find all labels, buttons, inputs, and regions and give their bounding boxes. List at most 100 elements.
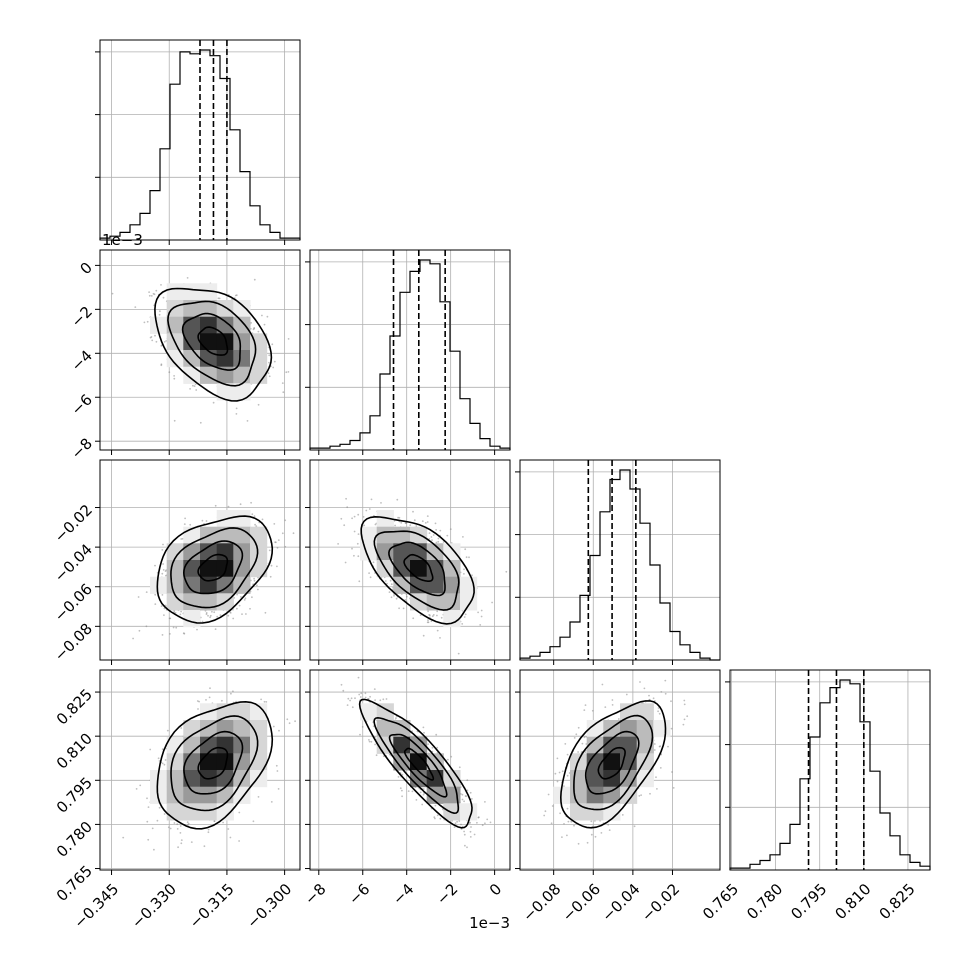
sample-point xyxy=(390,596,393,599)
sample-point xyxy=(415,525,418,527)
sample-point xyxy=(273,360,276,363)
sample-point xyxy=(135,788,138,790)
contour-level-1 xyxy=(388,733,448,798)
sample-point xyxy=(154,564,156,567)
density-cell xyxy=(183,610,201,628)
sample-point xyxy=(177,846,180,849)
sample-point xyxy=(577,751,579,753)
sample-point xyxy=(370,740,373,743)
sample-point xyxy=(176,828,179,830)
sample-point xyxy=(397,776,400,778)
sample-point xyxy=(165,574,167,577)
sample-point xyxy=(229,612,232,614)
sample-point xyxy=(484,822,486,825)
sample-point xyxy=(163,614,165,616)
sample-point xyxy=(350,697,353,700)
sample-point xyxy=(561,770,564,773)
sample-point xyxy=(184,517,187,520)
contour-level-0 xyxy=(197,553,229,582)
contour-level-1 xyxy=(182,540,244,595)
density-cell xyxy=(620,736,638,754)
sample-point xyxy=(421,803,424,806)
sample-point xyxy=(648,694,650,697)
density-cell xyxy=(460,803,478,821)
sample-point xyxy=(169,633,171,635)
x-tick-label: −0.300 xyxy=(243,880,295,932)
density-cell xyxy=(200,316,218,334)
density-cell xyxy=(166,543,184,561)
sample-point xyxy=(456,820,458,823)
sample-point xyxy=(471,574,473,577)
sample-point xyxy=(139,784,142,787)
panel-frame xyxy=(99,669,301,871)
sample-point xyxy=(411,790,414,793)
sample-point xyxy=(236,593,239,596)
sample-point xyxy=(581,742,584,745)
density-cell xyxy=(200,560,218,578)
sample-point xyxy=(147,806,150,808)
sample-point xyxy=(457,652,460,655)
sample-point xyxy=(268,354,271,357)
sample-point xyxy=(278,729,280,732)
sample-point xyxy=(207,614,209,617)
density-cell xyxy=(233,720,251,738)
sample-point xyxy=(426,515,429,517)
sample-point xyxy=(422,726,425,729)
panel-frame xyxy=(309,459,511,661)
sample-point xyxy=(169,827,172,830)
panel-content xyxy=(310,460,510,660)
density-cell xyxy=(250,543,268,561)
sample-point xyxy=(253,515,256,518)
sample-point xyxy=(198,700,201,703)
sample-point xyxy=(276,547,279,549)
sample-point xyxy=(556,757,559,760)
sample-point xyxy=(230,692,232,695)
sample-point xyxy=(461,798,464,801)
sample-point xyxy=(447,758,449,761)
sample-point xyxy=(364,696,367,699)
sample-point xyxy=(401,789,403,792)
contour-level-2 xyxy=(170,715,259,812)
sample-point xyxy=(658,712,661,715)
density-cell xyxy=(376,510,394,528)
sample-point xyxy=(134,306,137,308)
density-cell xyxy=(620,770,638,788)
sample-point xyxy=(368,572,370,574)
sample-point xyxy=(164,759,167,761)
sample-point xyxy=(649,792,651,795)
sample-point xyxy=(151,339,154,342)
sample-point xyxy=(344,561,347,564)
sample-point xyxy=(461,623,464,625)
sample-point xyxy=(277,788,280,790)
sample-point xyxy=(670,700,672,703)
y-tick-label: 0.780 xyxy=(53,818,96,861)
sample-point xyxy=(399,787,402,790)
sample-point xyxy=(660,691,663,693)
sample-point xyxy=(397,516,399,519)
sample-point xyxy=(436,746,439,749)
sample-point xyxy=(235,413,238,415)
sample-point xyxy=(250,501,253,504)
density-cell xyxy=(410,526,428,544)
sample-point xyxy=(421,520,424,523)
panel-frame xyxy=(519,669,721,871)
density-cell xyxy=(426,576,444,594)
contour-level-2 xyxy=(373,530,460,611)
sample-point xyxy=(173,377,176,380)
sample-point xyxy=(356,542,359,545)
sample-point xyxy=(150,295,153,297)
sample-point xyxy=(160,364,163,367)
sample-point xyxy=(264,611,267,614)
density-cell xyxy=(216,350,234,368)
sample-point xyxy=(468,822,471,824)
sample-point xyxy=(257,403,260,406)
sample-point xyxy=(573,737,576,739)
sample-point xyxy=(203,845,206,848)
density-cell xyxy=(250,350,268,368)
sample-point xyxy=(466,846,468,849)
sample-point xyxy=(683,718,686,721)
density-cell xyxy=(166,736,184,754)
density-cell xyxy=(586,720,604,738)
sample-point xyxy=(407,790,410,792)
sample-point xyxy=(163,813,166,815)
